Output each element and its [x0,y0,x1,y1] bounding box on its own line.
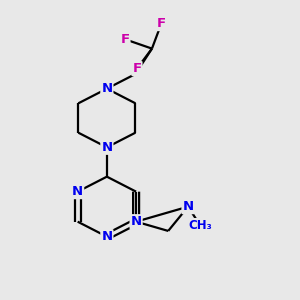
Text: N: N [101,141,112,154]
Text: F: F [120,33,130,46]
Text: N: N [182,200,194,213]
Text: F: F [132,62,142,75]
Text: N: N [72,185,83,198]
Text: CH₃: CH₃ [188,219,212,232]
Text: N: N [101,82,112,95]
Text: F: F [157,17,166,30]
Text: N: N [130,215,142,228]
Text: N: N [101,230,112,243]
